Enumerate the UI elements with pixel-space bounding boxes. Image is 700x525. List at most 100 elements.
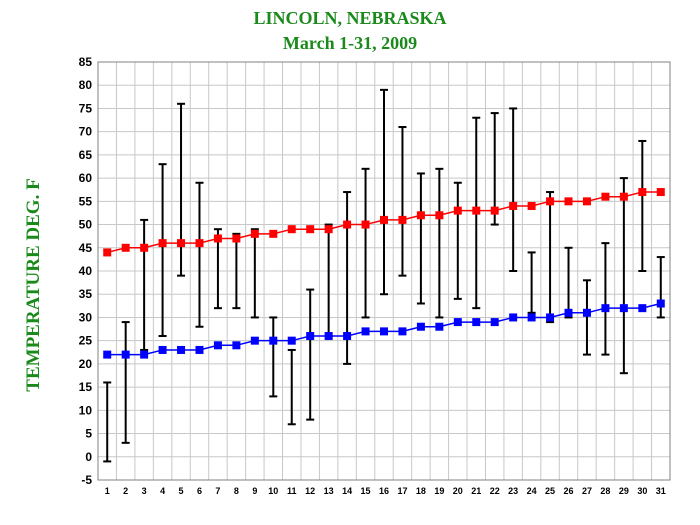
y-tick-label: 25 <box>79 334 93 348</box>
y-tick-label: -5 <box>81 473 92 487</box>
series-point <box>453 206 462 215</box>
series-point <box>195 239 204 248</box>
series-point <box>140 243 149 252</box>
series-point <box>213 341 222 350</box>
x-tick-label: 31 <box>656 486 666 496</box>
x-tick-label: 7 <box>215 486 220 496</box>
series-point <box>287 225 296 234</box>
x-tick-label: 1 <box>105 486 110 496</box>
series-point <box>416 322 425 331</box>
series-point <box>509 201 518 210</box>
x-tick-label: 14 <box>342 486 352 496</box>
x-tick-label: 17 <box>397 486 407 496</box>
series-point <box>546 313 555 322</box>
x-tick-label: 4 <box>160 486 165 496</box>
y-tick-label: 60 <box>79 171 93 185</box>
x-tick-label: 29 <box>619 486 629 496</box>
y-tick-label: 45 <box>79 241 93 255</box>
series-point <box>343 332 352 341</box>
series-point <box>250 336 259 345</box>
series-point <box>638 304 647 313</box>
series-point <box>619 304 628 313</box>
x-tick-label: 19 <box>434 486 444 496</box>
series-point <box>287 336 296 345</box>
series-point <box>472 318 481 327</box>
series-point <box>582 197 591 206</box>
x-tick-label: 11 <box>287 486 297 496</box>
y-tick-label: 10 <box>79 403 93 417</box>
y-tick-label: 30 <box>79 310 93 324</box>
series-point <box>195 345 204 354</box>
series-point <box>527 313 536 322</box>
series-point <box>453 318 462 327</box>
y-tick-label: 55 <box>79 194 93 208</box>
series-point <box>361 327 370 336</box>
series-point <box>177 345 186 354</box>
x-tick-label: 26 <box>564 486 574 496</box>
x-tick-label: 28 <box>600 486 610 496</box>
series-point <box>435 322 444 331</box>
series-point <box>213 234 222 243</box>
series-point <box>398 215 407 224</box>
y-tick-label: 35 <box>79 287 93 301</box>
x-tick-label: 21 <box>471 486 481 496</box>
series-point <box>121 243 130 252</box>
series-point <box>490 318 499 327</box>
x-tick-label: 18 <box>416 486 426 496</box>
chart-subtitle: March 1-31, 2009 <box>282 33 418 53</box>
series-point <box>380 215 388 224</box>
series-point <box>269 229 278 238</box>
x-tick-label: 6 <box>197 486 202 496</box>
y-tick-label: 50 <box>79 218 93 232</box>
series-point <box>306 225 315 234</box>
series-point <box>601 192 610 201</box>
x-tick-label: 8 <box>234 486 239 496</box>
series-point <box>232 234 241 243</box>
x-tick-label: 12 <box>305 486 315 496</box>
series-point <box>324 332 333 341</box>
chart-title: LINCOLN, NEBRASKA <box>253 8 447 28</box>
series-point <box>121 350 130 359</box>
y-tick-label: 75 <box>79 101 93 115</box>
series-point <box>582 308 591 317</box>
x-tick-label: 30 <box>637 486 647 496</box>
series-point <box>416 211 425 220</box>
plot-border <box>97 61 671 481</box>
x-tick-label: 5 <box>179 486 184 496</box>
series-point <box>158 239 167 248</box>
y-tick-label: 80 <box>79 78 93 92</box>
x-tick-label: 16 <box>379 486 389 496</box>
series-point <box>103 248 112 257</box>
x-tick-label: 10 <box>268 486 278 496</box>
y-tick-label: 5 <box>85 427 92 441</box>
series-point <box>158 345 167 354</box>
series-point <box>232 341 241 350</box>
series-point <box>177 239 186 248</box>
x-tick-label: 20 <box>453 486 463 496</box>
series-point <box>656 188 665 197</box>
x-tick-label: 3 <box>142 486 147 496</box>
series-point <box>250 229 259 238</box>
y-tick-label: 85 <box>79 55 93 69</box>
series-point <box>638 188 647 197</box>
y-tick-label: 20 <box>79 357 93 371</box>
series-point <box>527 201 536 210</box>
series-point <box>601 304 610 313</box>
x-tick-label: 27 <box>582 486 592 496</box>
x-tick-label: 9 <box>252 486 257 496</box>
series-point <box>398 327 407 336</box>
series-point <box>361 220 370 229</box>
series-point <box>343 220 352 229</box>
x-tick-label: 23 <box>508 486 518 496</box>
series-point <box>103 350 112 359</box>
series-point <box>564 197 573 206</box>
x-tick-label: 24 <box>527 486 537 496</box>
series-point <box>490 206 499 215</box>
series-point <box>472 206 481 215</box>
series-point <box>269 336 278 345</box>
series-point <box>324 225 333 234</box>
series-point <box>509 313 518 322</box>
series-point <box>656 299 665 308</box>
